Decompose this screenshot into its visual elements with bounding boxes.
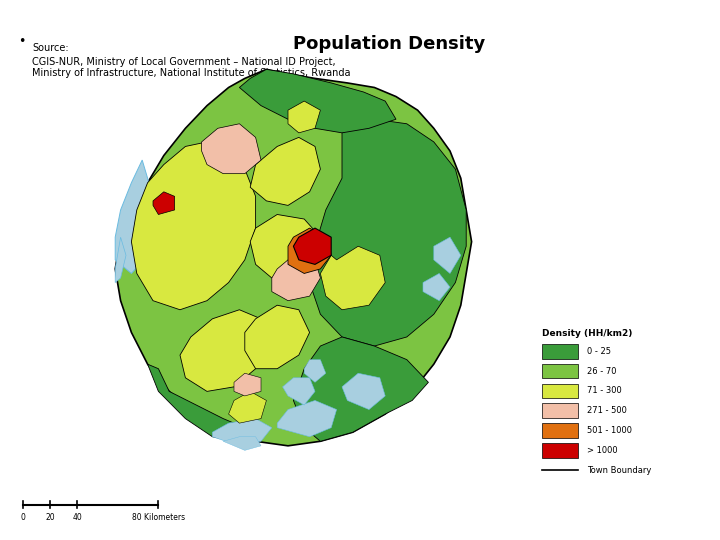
Polygon shape	[153, 192, 174, 214]
Polygon shape	[245, 305, 310, 369]
Text: 26 - 70: 26 - 70	[587, 367, 616, 376]
Text: Ministry of Infrastructure, National Institute of Statistics, Rwanda: Ministry of Infrastructure, National Ins…	[32, 68, 351, 78]
Text: 0: 0	[21, 513, 26, 522]
Text: > 1000: > 1000	[587, 446, 618, 455]
Polygon shape	[115, 160, 153, 273]
Polygon shape	[223, 437, 261, 450]
Polygon shape	[288, 228, 331, 273]
Text: Town Boundary: Town Boundary	[587, 466, 651, 475]
Polygon shape	[310, 119, 467, 346]
Polygon shape	[433, 237, 461, 273]
Polygon shape	[229, 392, 266, 423]
Text: Density (HH/km2): Density (HH/km2)	[541, 329, 632, 338]
Polygon shape	[294, 337, 428, 441]
Text: 501 - 1000: 501 - 1000	[587, 426, 632, 435]
Polygon shape	[288, 101, 320, 133]
Polygon shape	[320, 246, 385, 310]
Bar	[541, 383, 577, 399]
Bar	[541, 443, 577, 458]
Polygon shape	[342, 373, 385, 409]
Polygon shape	[294, 228, 331, 265]
Polygon shape	[251, 214, 320, 278]
Polygon shape	[283, 378, 315, 405]
Polygon shape	[277, 401, 337, 437]
Polygon shape	[180, 310, 266, 392]
Text: Source:: Source:	[32, 43, 69, 53]
Polygon shape	[202, 124, 261, 174]
Polygon shape	[239, 69, 396, 133]
Text: 80 Kilometers: 80 Kilometers	[132, 513, 185, 522]
Text: CGIS-NUR, Ministry of Local Government – National ID Project,: CGIS-NUR, Ministry of Local Government –…	[32, 57, 336, 66]
Bar	[541, 403, 577, 418]
Bar	[541, 423, 577, 438]
Polygon shape	[115, 69, 472, 446]
Polygon shape	[423, 273, 450, 301]
Text: •: •	[18, 35, 25, 48]
Polygon shape	[132, 142, 256, 310]
Polygon shape	[272, 255, 320, 301]
Polygon shape	[251, 137, 320, 205]
Polygon shape	[212, 418, 272, 446]
Text: 71 - 300: 71 - 300	[587, 387, 621, 395]
Text: 271 - 500: 271 - 500	[587, 406, 626, 415]
Text: 0 - 25: 0 - 25	[587, 347, 611, 356]
Polygon shape	[148, 364, 245, 441]
Text: Population Density: Population Density	[292, 35, 485, 53]
Polygon shape	[304, 360, 325, 382]
Text: 20: 20	[45, 513, 55, 522]
Bar	[541, 344, 577, 359]
Polygon shape	[115, 237, 126, 282]
Text: 40: 40	[73, 513, 82, 522]
Bar	[541, 364, 577, 379]
Polygon shape	[234, 373, 261, 396]
